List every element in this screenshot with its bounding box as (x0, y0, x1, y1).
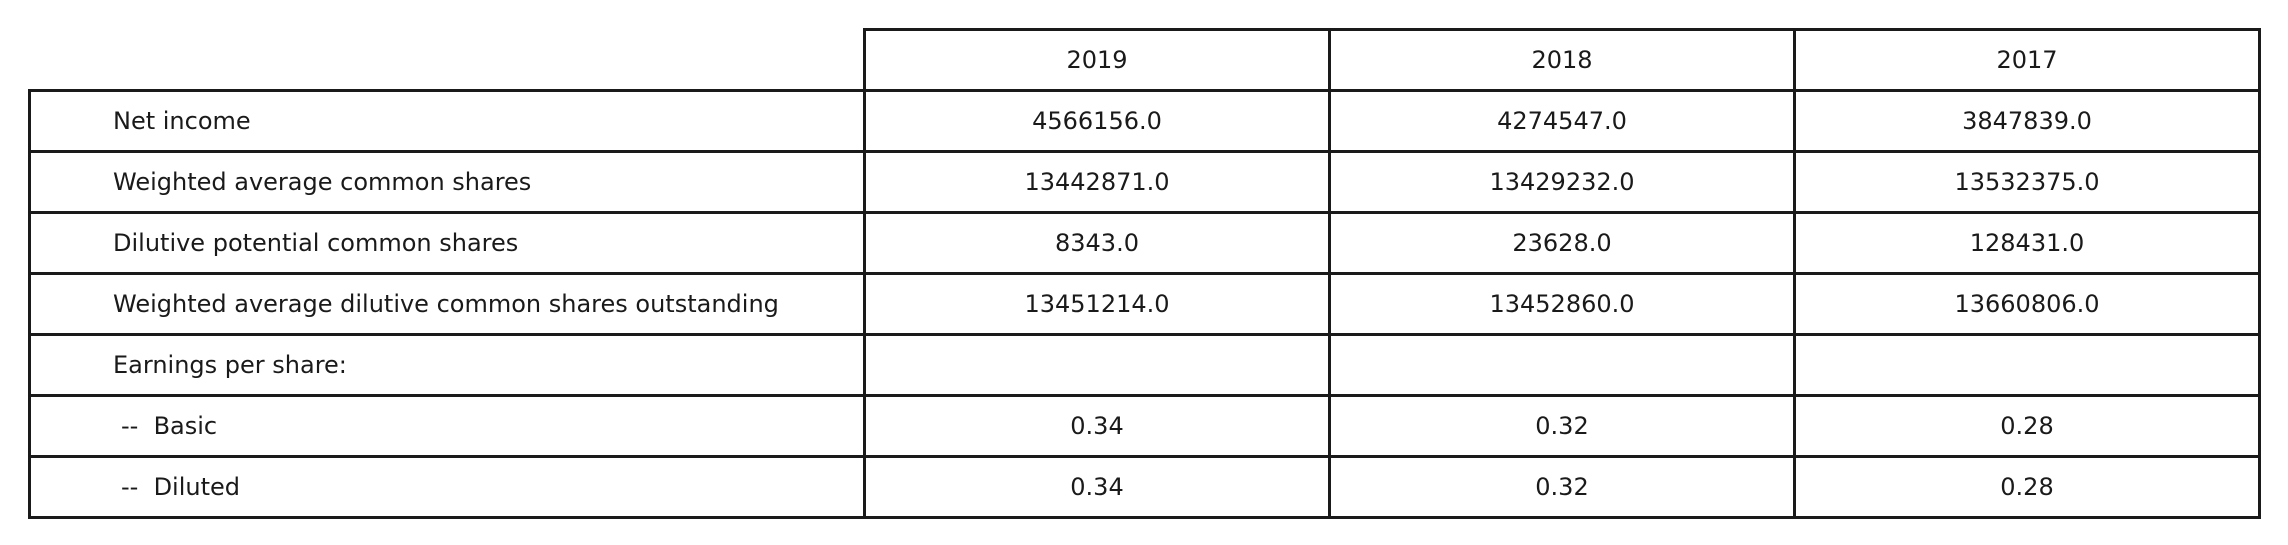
value-cell-2017: 13532375.0 (1793, 150, 2261, 214)
value-cell-2017: 13660806.0 (1793, 272, 2261, 336)
corner-cell (29, 29, 866, 92)
table-row: -- Basic 0.34 0.32 0.28 (28, 394, 2261, 458)
row-label: Net income (28, 89, 866, 153)
value-cell-2017: 128431.0 (1793, 211, 2261, 275)
table-row: Earnings per share: (28, 333, 2261, 397)
value-cell-2018 (1328, 333, 1796, 397)
value-cell-2017: 0.28 (1793, 394, 2261, 458)
value-cell-2018: 23628.0 (1328, 211, 1796, 275)
header-row: 2019 2018 2017 (29, 28, 2261, 92)
row-label: Weighted average common shares (28, 150, 866, 214)
financial-table-container: 2019 2018 2017 Net income 4566156.0 427454… (28, 28, 2261, 519)
value-cell-2017: 3847839.0 (1793, 89, 2261, 153)
value-cell-2019: 4566156.0 (863, 89, 1331, 153)
value-cell-2019: 13442871.0 (863, 150, 1331, 214)
row-label: -- Diluted (28, 455, 866, 519)
column-header-2017: 2017 (1793, 28, 2261, 92)
value-cell-2018: 13429232.0 (1328, 150, 1796, 214)
value-cell-2018: 13452860.0 (1328, 272, 1796, 336)
row-label: Earnings per share: (28, 333, 866, 397)
table-row: Dilutive potential common shares 8343.0 23… (28, 211, 2261, 275)
value-cell-2017: 0.28 (1793, 455, 2261, 519)
table-row: Net income 4566156.0 4274547.0 3847839.0 (28, 89, 2261, 153)
column-header-2018: 2018 (1328, 28, 1796, 92)
value-cell-2019: 8343.0 (863, 211, 1331, 275)
row-label: Weighted average dilutive common shares … (28, 272, 866, 336)
value-cell-2018: 0.32 (1328, 455, 1796, 519)
value-cell-2019: 0.34 (863, 455, 1331, 519)
table-row: -- Diluted 0.34 0.32 0.28 (28, 455, 2261, 519)
earnings-per-share-table: 2019 2018 2017 Net income 4566156.0 427454… (28, 28, 2261, 519)
value-cell-2019: 13451214.0 (863, 272, 1331, 336)
table-row: Weighted average common shares 13442871.0… (28, 150, 2261, 214)
value-cell-2017 (1793, 333, 2261, 397)
row-label: Dilutive potential common shares (28, 211, 866, 275)
value-cell-2019 (863, 333, 1331, 397)
column-header-2019: 2019 (863, 28, 1331, 92)
row-label: -- Basic (28, 394, 866, 458)
value-cell-2018: 4274547.0 (1328, 89, 1796, 153)
table-row: Weighted average dilutive common shares … (28, 272, 2261, 336)
table-body: Net income 4566156.0 4274547.0 3847839.0 Wei… (28, 89, 2261, 519)
value-cell-2018: 0.32 (1328, 394, 1796, 458)
value-cell-2019: 0.34 (863, 394, 1331, 458)
